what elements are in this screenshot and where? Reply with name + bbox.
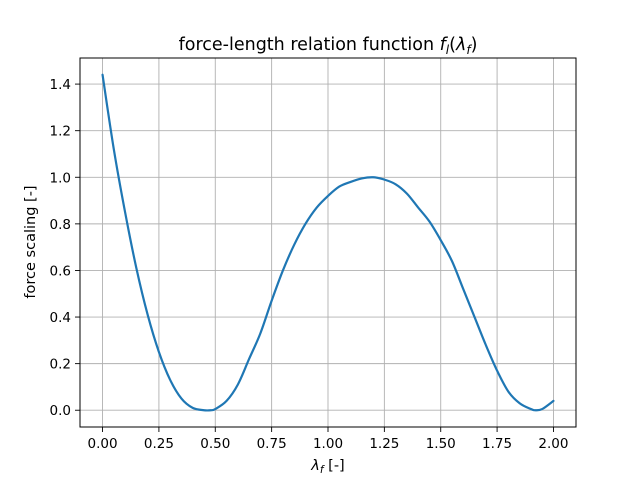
plot-area	[101, 73, 555, 412]
grid-lines	[80, 58, 576, 427]
y-tick-label: 0.6	[50, 263, 71, 279]
y-tick-label: 1.4	[50, 77, 71, 93]
y-tick-label: 0.8	[50, 217, 71, 233]
x-axis-label: λf [-]	[310, 458, 344, 476]
y-tick-label: 0.0	[50, 403, 71, 419]
y-tick-label: 0.4	[50, 310, 71, 326]
chart-title: force-length relation function fl(λf)	[179, 35, 478, 57]
x-tick-label: 1.75	[482, 436, 512, 452]
y-tick-label: 1.2	[50, 124, 71, 140]
x-tick-label: 2.00	[538, 436, 568, 452]
y-tick-label: 0.2	[50, 357, 71, 373]
series-line	[101, 73, 555, 412]
y-tick-label: 1.0	[50, 170, 71, 186]
x-tick-label: 0.50	[200, 436, 230, 452]
x-tick-label: 0.00	[88, 436, 118, 452]
ticks: 0.00 0.25 0.50 0.75 1.00 1.25 1.50 1.75 2.00 0.0 0…	[50, 77, 569, 452]
y-axis-label: force scaling [-]	[23, 185, 39, 298]
x-tick-label: 0.75	[257, 436, 287, 452]
x-tick-label: 1.50	[426, 436, 456, 452]
x-tick-label: 0.25	[144, 436, 174, 452]
x-tick-label: 1.00	[313, 436, 343, 452]
x-tick-label: 1.25	[369, 436, 399, 452]
